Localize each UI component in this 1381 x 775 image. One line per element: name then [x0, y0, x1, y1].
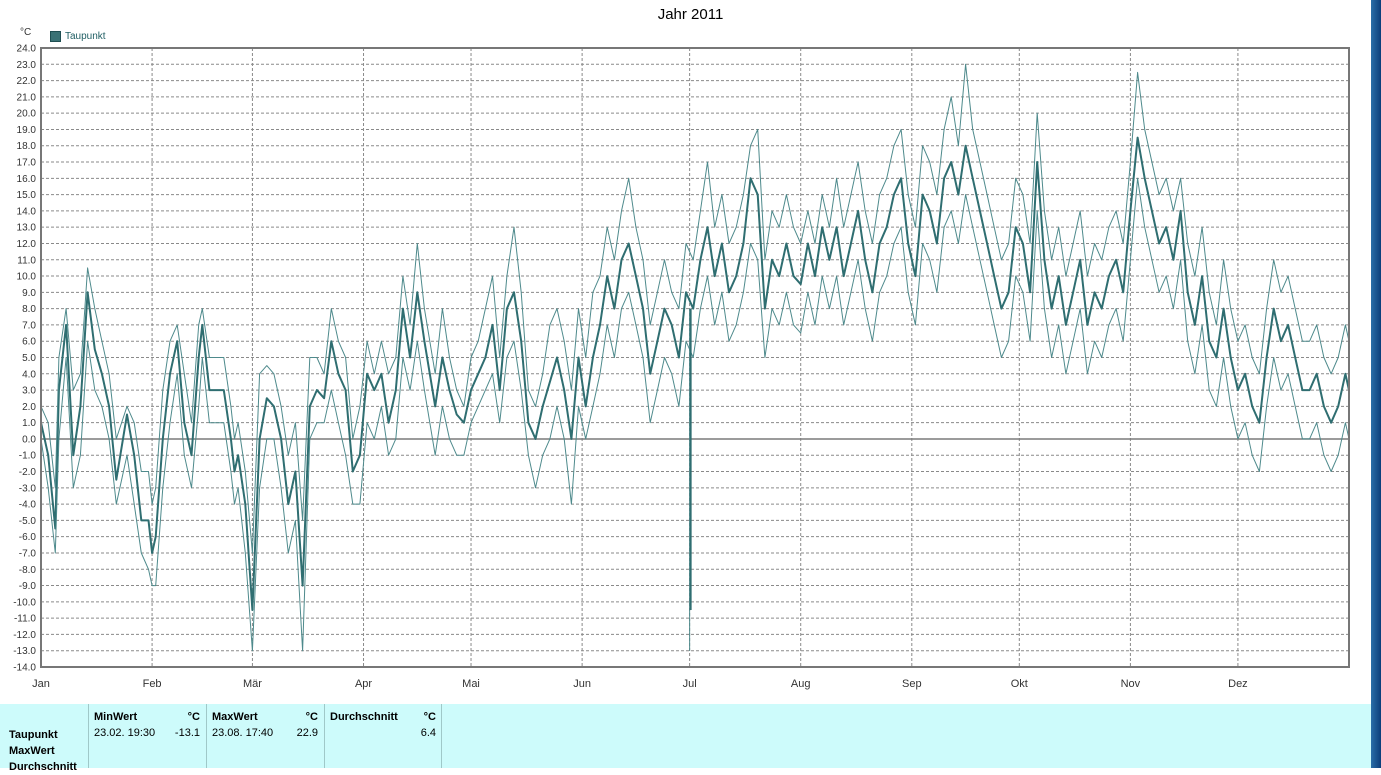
y-tick-label: 5.0	[22, 353, 36, 364]
stats-table: Taupunkt MaxWert Durchschnitt MinWert °C…	[0, 704, 1371, 773]
row-label-taupunkt: Taupunkt	[9, 729, 58, 741]
y-tick-label: 2.0	[22, 402, 36, 413]
series-mean-line	[40, 136, 1350, 611]
y-tick-label: 19.0	[17, 125, 37, 136]
chart-plot: -14.0 -13.0 -12.0 -11.0 -10.0 -9.0 -8.0 -7.0 -6.…	[13, 44, 1350, 690]
stats-col-durchschnitt: Durchschnitt °C 6.4	[324, 704, 442, 768]
y-axis-unit: °C	[20, 27, 32, 38]
y-tick-label: -14.0	[13, 663, 36, 674]
y-tick-label: 9.0	[22, 288, 36, 299]
col-value: -13.1	[174, 727, 200, 739]
x-tick-label: Dez	[1228, 678, 1248, 690]
y-tick-label: 23.0	[17, 60, 37, 71]
x-tick-label: Sep	[902, 678, 922, 690]
y-tick-label: -13.0	[13, 646, 36, 657]
y-tick-label: 4.0	[22, 369, 36, 380]
y-tick-label: -8.0	[19, 565, 37, 576]
y-tick-label: 14.0	[17, 206, 37, 217]
x-tick-label: Jul	[683, 678, 697, 690]
row-label-durchschnitt: Durchschnitt	[9, 761, 77, 773]
x-tick-label: Jun	[573, 678, 591, 690]
y-tick-label: 18.0	[17, 141, 37, 152]
y-tick-label: 7.0	[22, 320, 36, 331]
y-tick-label: 24.0	[17, 44, 37, 55]
y-tick-label: 15.0	[17, 190, 37, 201]
y-tick-label: -3.0	[19, 483, 37, 494]
y-tick-label: 17.0	[17, 158, 37, 169]
x-tick-label: Nov	[1121, 678, 1141, 690]
y-tick-label: 6.0	[22, 337, 36, 348]
legend-label: Taupunkt	[65, 31, 106, 42]
col-date: 23.02. 19:30	[94, 727, 156, 739]
y-tick-label: 12.0	[17, 239, 37, 250]
x-tick-label: Apr	[355, 678, 372, 690]
col-unit: °C	[423, 711, 436, 723]
y-tick-label: 0.0	[22, 434, 36, 445]
y-tick-label: -10.0	[13, 597, 36, 608]
y-tick-label: 20.0	[17, 109, 37, 120]
y-tick-label: 16.0	[17, 174, 37, 185]
y-tick-label: -5.0	[19, 516, 37, 527]
y-tick-label: -1.0	[19, 451, 37, 462]
stats-col-minwert: MinWert °C 23.02. 19:30 -13.1	[88, 704, 206, 768]
y-tick-label: 8.0	[22, 304, 36, 315]
col-header: Durchschnitt	[330, 711, 398, 723]
y-tick-label: 1.0	[22, 418, 36, 429]
x-tick-label: Jan	[32, 678, 50, 690]
y-tick-label: 10.0	[17, 272, 37, 283]
col-header: MaxWert	[212, 711, 258, 723]
stats-col-maxwert: MaxWert °C 23.08. 17:40 22.9	[206, 704, 324, 768]
col-unit: °C	[305, 711, 318, 723]
y-tick-label: 11.0	[17, 255, 36, 266]
x-tick-label: Mai	[462, 678, 480, 690]
y-tick-label: -2.0	[19, 467, 37, 478]
plot-frame	[40, 47, 1350, 668]
chart-title: Jahr 2011	[657, 6, 724, 23]
y-tick-label: 3.0	[22, 386, 36, 397]
y-tick-label: 22.0	[17, 76, 37, 87]
legend-swatch	[50, 31, 61, 42]
y-tick-label: -6.0	[19, 532, 37, 543]
y-tick-label: -12.0	[13, 630, 36, 641]
x-tick-label: Aug	[791, 678, 811, 690]
window-edge	[1371, 0, 1381, 768]
x-tick-label: Mär	[243, 678, 262, 690]
row-label-maxwert: MaxWert	[9, 745, 55, 757]
col-unit: °C	[187, 711, 200, 723]
y-tick-label: -9.0	[19, 581, 37, 592]
y-tick-label: -7.0	[19, 548, 37, 559]
stats-col-end	[441, 704, 442, 768]
legend: Taupunkt	[50, 31, 106, 42]
y-tick-label: 13.0	[17, 223, 37, 234]
y-tick-label: -4.0	[19, 500, 37, 511]
col-date: 23.08. 17:40	[212, 727, 274, 739]
x-tick-label: Okt	[1011, 678, 1028, 690]
series-max-line	[40, 63, 1350, 554]
y-tick-label: -11.0	[14, 614, 36, 625]
x-tick-label: Feb	[143, 678, 162, 690]
col-header: MinWert	[94, 711, 138, 723]
y-tick-label: 21.0	[17, 92, 37, 103]
col-value: 6.4	[420, 727, 436, 739]
col-value: 22.9	[296, 727, 318, 739]
